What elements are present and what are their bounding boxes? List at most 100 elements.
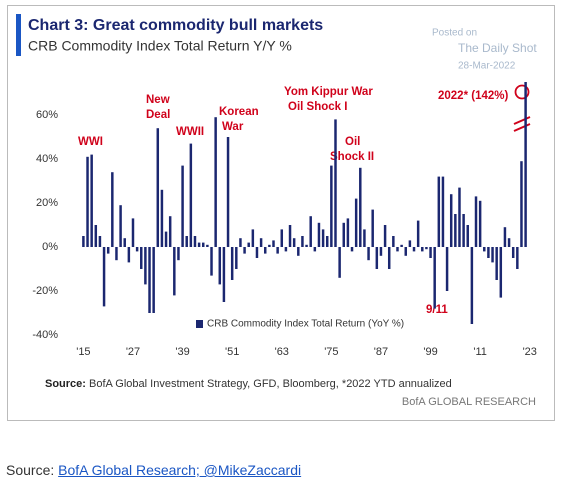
- bar: [470, 247, 474, 324]
- bar: [272, 240, 275, 247]
- bar: [325, 236, 329, 247]
- x-tick-label: '63: [275, 346, 289, 358]
- bar: [94, 225, 98, 247]
- annotation: 2022* (142%): [438, 90, 508, 102]
- bar: [90, 154, 93, 247]
- bar: [193, 236, 197, 247]
- legend-label: CRB Commodity Index Total Return (YoY %): [207, 319, 404, 330]
- bar: [292, 238, 296, 247]
- bar: [288, 225, 292, 247]
- bar: [309, 216, 312, 247]
- y-tick-label: -40%: [32, 329, 58, 341]
- x-tick-label: '15: [76, 346, 90, 358]
- bar: [82, 236, 85, 247]
- bar: [425, 247, 428, 250]
- bar: [305, 244, 308, 247]
- y-tick-label: 60%: [36, 109, 58, 121]
- footer-label: Source:: [6, 462, 55, 478]
- chart-subtitle: CRB Commodity Index Total Return Y/Y %: [28, 38, 292, 54]
- annotation: WWII: [176, 126, 204, 138]
- bar: [416, 220, 420, 247]
- bar: [342, 222, 346, 247]
- bar: [321, 229, 325, 247]
- bar: [441, 176, 445, 247]
- bar: [156, 128, 160, 247]
- chart: Chart 3: Great commodity bull markets CR…: [7, 5, 555, 421]
- bar: [466, 225, 469, 247]
- x-tick-label: '23: [523, 346, 537, 358]
- bar: [392, 236, 395, 247]
- bar: [210, 247, 213, 276]
- bar: [437, 176, 441, 247]
- bar: [115, 247, 118, 261]
- bar: [478, 200, 482, 247]
- annotation: Deal: [146, 109, 170, 121]
- bar: [379, 247, 383, 256]
- bar: [185, 236, 188, 247]
- bar: [214, 117, 217, 247]
- bar: [148, 247, 151, 313]
- bar: [487, 247, 490, 258]
- bar: [181, 165, 184, 247]
- bar: [263, 247, 267, 254]
- y-tick-label: 20%: [36, 197, 58, 209]
- bar: [491, 247, 494, 263]
- bar: [363, 229, 366, 247]
- legend-swatch: [196, 320, 203, 328]
- bar: [449, 194, 453, 247]
- bar: [396, 247, 399, 252]
- bar: [507, 238, 511, 247]
- bar: [259, 238, 263, 247]
- bar: [474, 196, 478, 247]
- bar: [408, 240, 412, 247]
- watermark: The Daily Shot: [458, 41, 537, 55]
- bar: [135, 247, 139, 252]
- footer-link[interactable]: BofA Global Research; @MikeZaccardi: [58, 462, 302, 478]
- bar: [404, 247, 407, 256]
- bar: [412, 247, 416, 252]
- annotation: Oil: [345, 136, 360, 148]
- x-tick-label: '87: [374, 346, 388, 358]
- watermark: 28-Mar-2022: [458, 61, 516, 72]
- brand: BofA GLOBAL RESEARCH: [402, 396, 536, 408]
- annotation: Oil Shock I: [288, 101, 347, 113]
- bar: [140, 247, 143, 269]
- bar: [483, 247, 486, 252]
- source-label: Source:: [45, 378, 86, 390]
- bar: [177, 247, 180, 261]
- bar: [276, 247, 279, 254]
- bar: [131, 218, 135, 247]
- bar: [152, 247, 155, 313]
- bar: [516, 247, 519, 269]
- bar: [375, 247, 379, 269]
- bar: [247, 242, 250, 247]
- bar: [280, 229, 284, 247]
- bar: [445, 247, 449, 291]
- bar: [98, 236, 102, 247]
- annotation: Korean: [219, 106, 259, 118]
- bar: [317, 222, 321, 247]
- bar: [230, 247, 234, 280]
- bar: [284, 247, 288, 252]
- highlight-circle: [514, 84, 530, 100]
- bar: [226, 137, 230, 247]
- bar: [164, 231, 168, 247]
- bars: [82, 82, 527, 324]
- bar: [218, 247, 222, 285]
- bar: [235, 247, 238, 269]
- bar: [387, 247, 391, 269]
- bar: [297, 247, 300, 256]
- bar: [338, 247, 341, 278]
- footer: Source: BofA Global Research; @MikeZacca…: [6, 462, 301, 478]
- bar: [429, 247, 432, 258]
- bar: [313, 247, 317, 252]
- x-tick-label: '11: [473, 346, 487, 358]
- bar: [197, 242, 201, 247]
- bar: [222, 247, 226, 302]
- bar: [400, 244, 403, 247]
- title-accent: [16, 14, 21, 56]
- y-tick-label: -20%: [32, 285, 58, 297]
- bar: [359, 167, 362, 247]
- bar: [350, 247, 354, 252]
